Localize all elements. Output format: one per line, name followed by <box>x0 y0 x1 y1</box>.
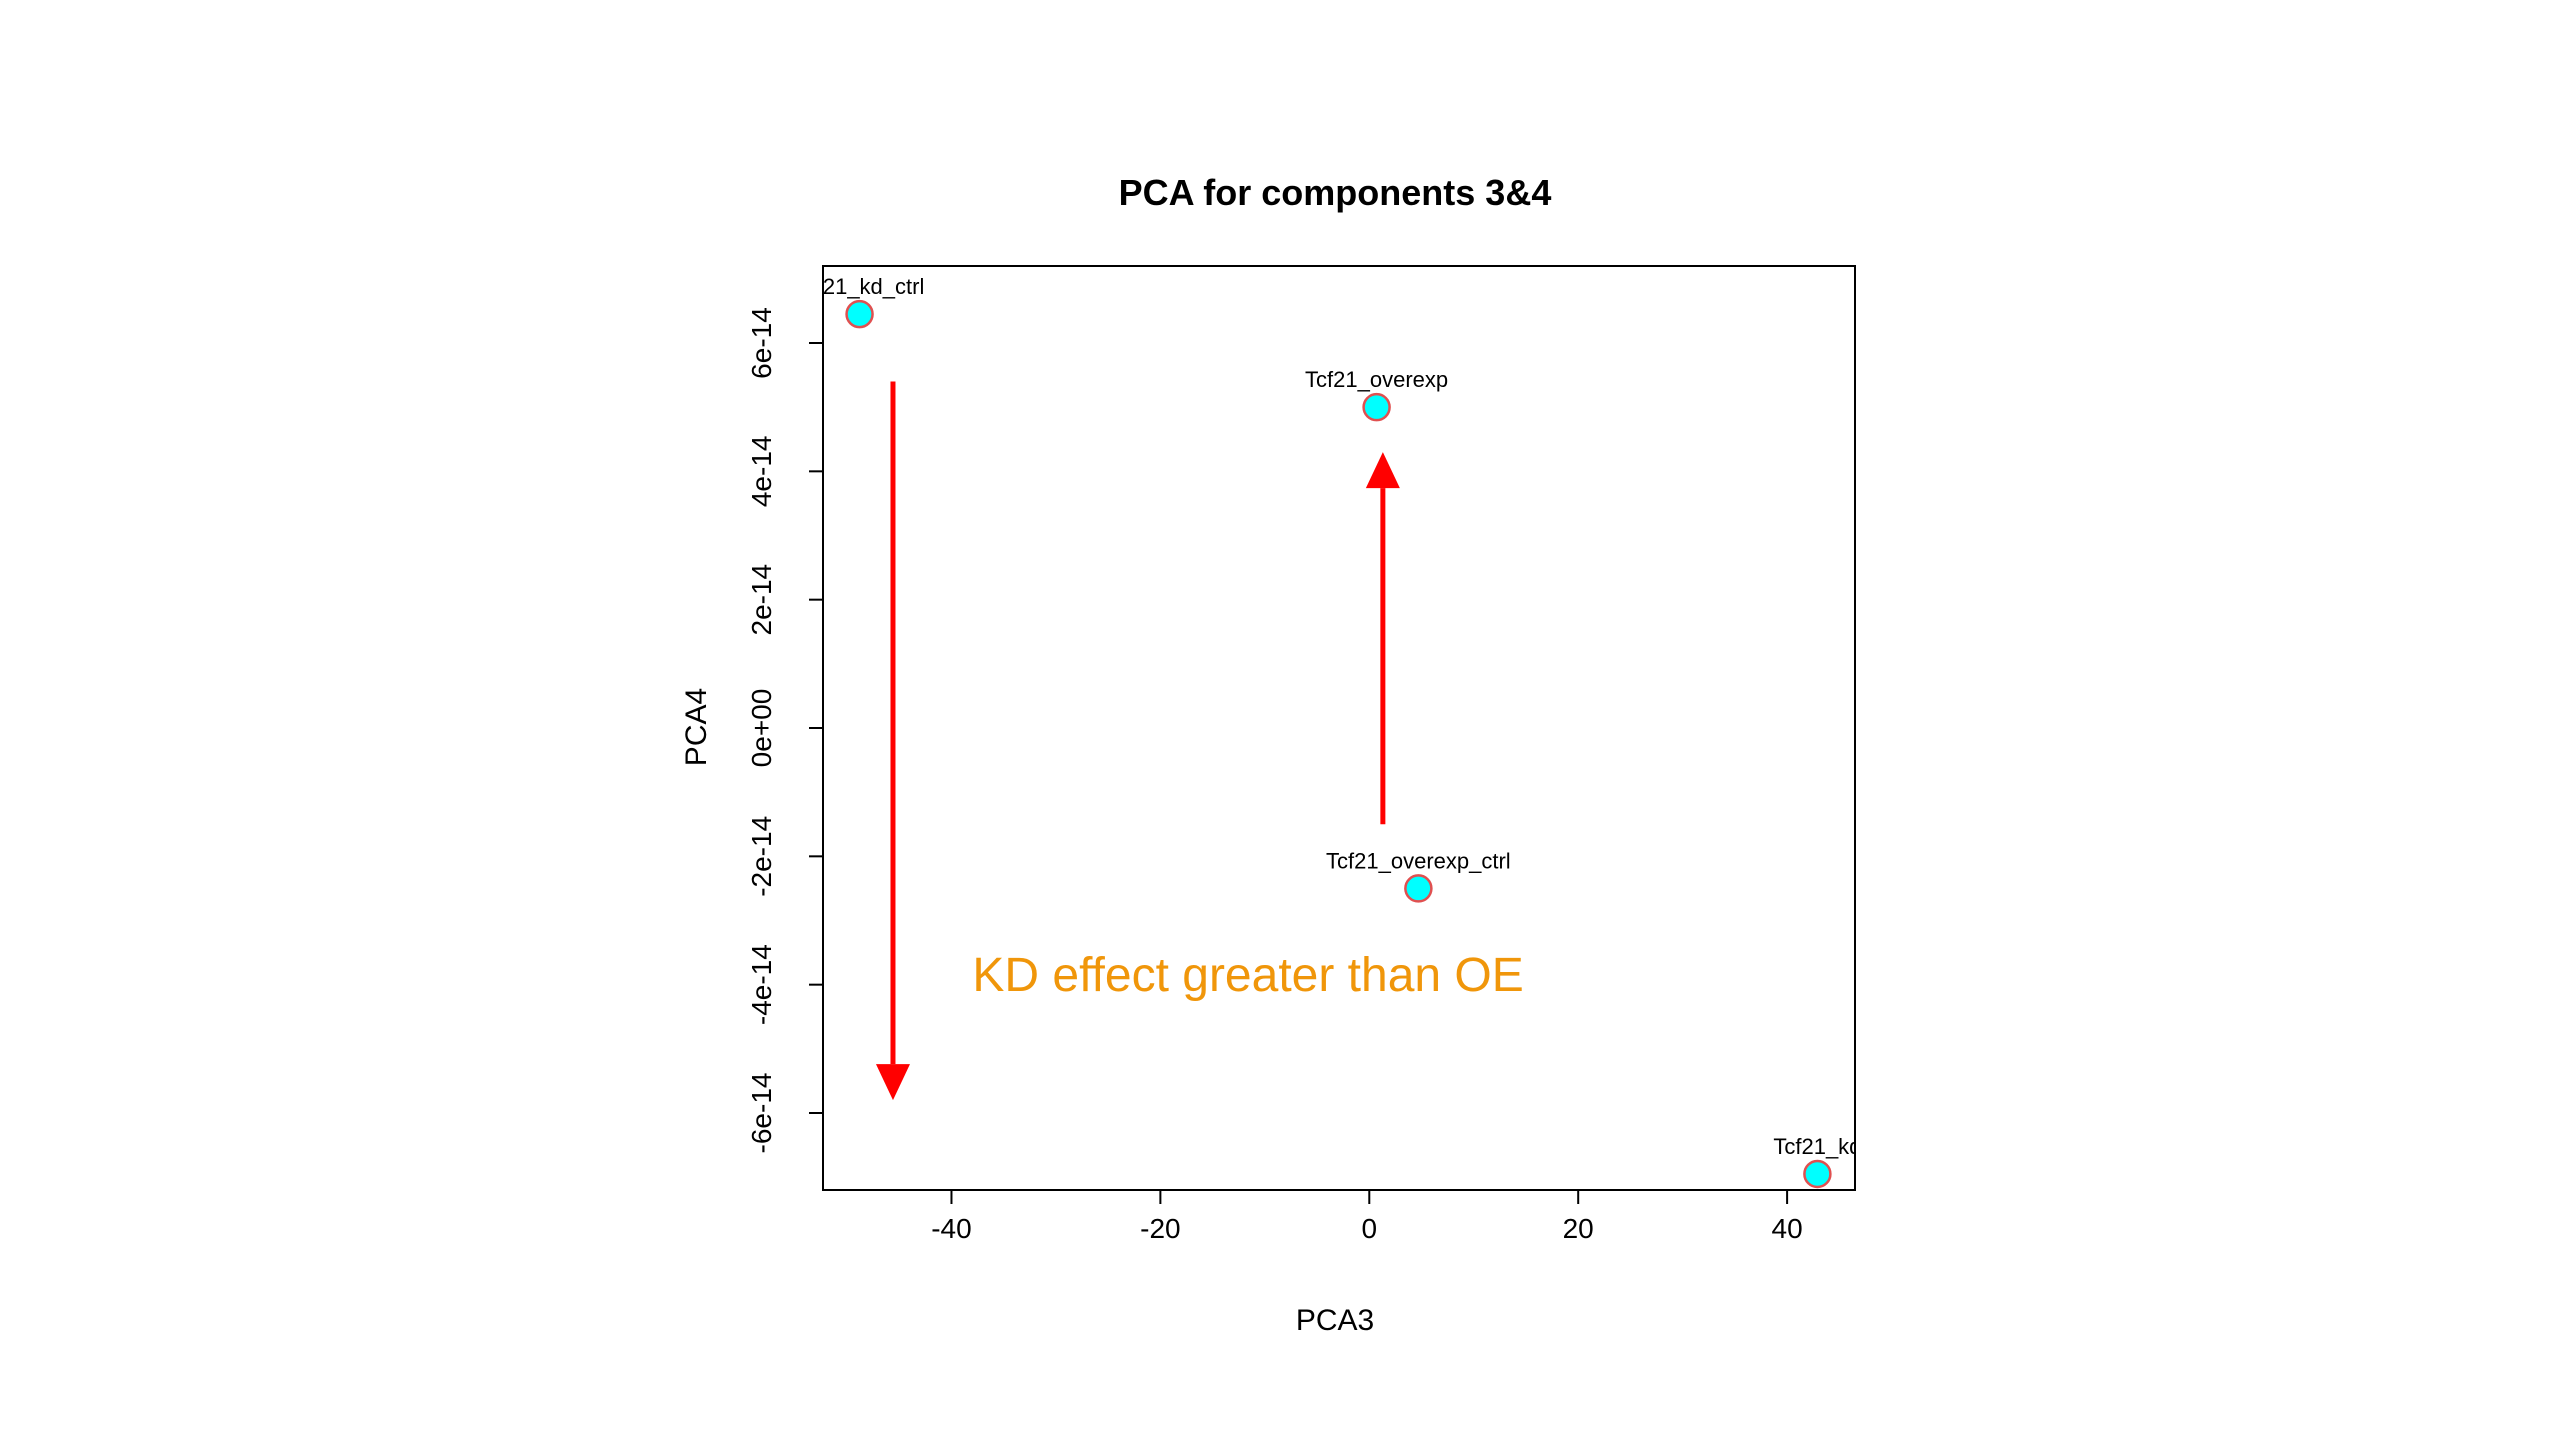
x-tick-label: 40 <box>1772 1213 1803 1244</box>
y-tick-label: -2e-14 <box>746 816 777 897</box>
plot-frame <box>822 265 1856 1191</box>
arrow-head <box>875 1064 910 1101</box>
x-tick-label: 20 <box>1563 1213 1594 1244</box>
point-label: Tcf21_kd <box>1773 1134 1861 1159</box>
y-tick-label: 0e+00 <box>746 689 777 768</box>
y-axis-label: PCA4 <box>680 688 713 766</box>
annotation-text: KD effect greater than OE <box>972 949 1523 1002</box>
y-tick-label: 2e-14 <box>746 564 777 636</box>
data-point <box>1362 392 1391 422</box>
y-tick-label: -6e-14 <box>746 1073 777 1154</box>
y-tick-label: -4e-14 <box>746 944 777 1025</box>
x-axis-label: PCA3 <box>1296 1304 1374 1337</box>
x-tick-label: -20 <box>1140 1213 1180 1244</box>
data-point <box>845 299 874 329</box>
point-label: Tcf21_kd_ctrl <box>795 274 925 299</box>
y-tick-label: 4e-14 <box>746 436 777 508</box>
data-point <box>1803 1159 1832 1189</box>
point-label: Tcf21_overexp_ctrl <box>1326 848 1511 873</box>
plot-area: -40 -20 0 20 40 -6e-14 -4e-14 -2e-14 0e+00 2e-14 4… <box>746 265 1861 1244</box>
chart-title: PCA for components 3&4 <box>1119 172 1552 213</box>
x-tick-label: -40 <box>931 1213 971 1244</box>
point-label: Tcf21_overexp <box>1305 367 1448 392</box>
arrow-head <box>1365 452 1400 489</box>
plot-content: Tcf21_kd_ctrl Tcf21_overexp Tcf21_overexp_… <box>795 274 1861 1189</box>
x-tick-label: 0 <box>1362 1213 1378 1244</box>
data-point <box>1404 874 1433 903</box>
y-tick-label: 6e-14 <box>746 307 777 379</box>
